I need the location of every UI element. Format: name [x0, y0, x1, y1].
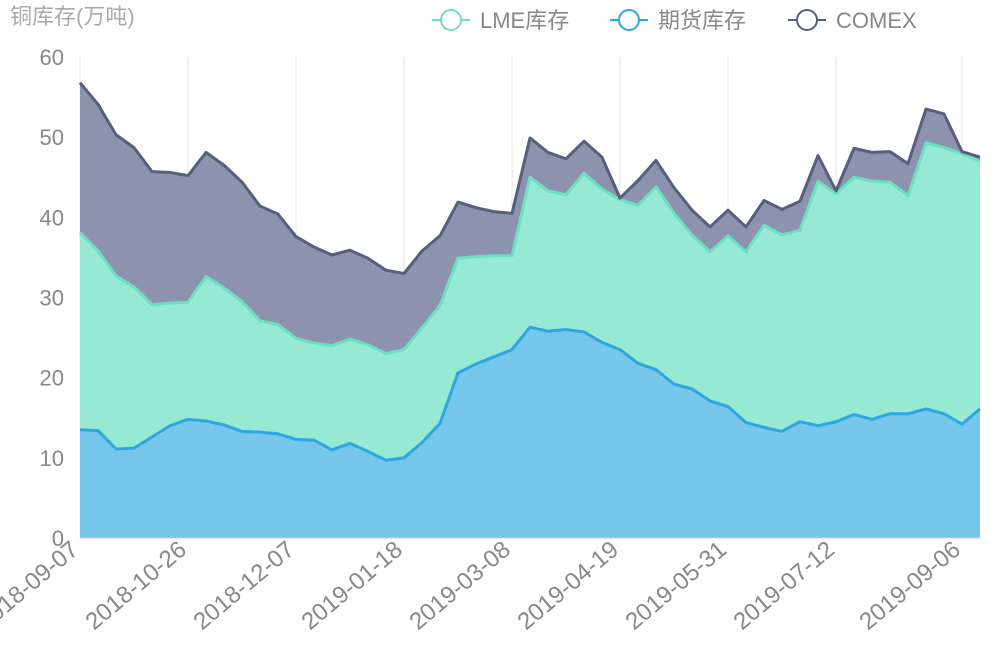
legend-marker-icon: [440, 9, 462, 31]
area-1: [80, 327, 980, 538]
x-tick-label: 2019-09-06: [854, 536, 965, 636]
y-tick-label: 40: [40, 205, 64, 230]
x-tick-label: 2019-01-18: [296, 536, 407, 636]
x-tick-label: 2018-10-26: [80, 536, 191, 636]
y-tick-label: 30: [40, 286, 64, 311]
x-tick-label: 2018-12-07: [188, 536, 299, 636]
legend-item[interactable]: COMEX: [788, 8, 917, 33]
x-tick-label: 2018-09-07: [0, 536, 84, 636]
y-tick-label: 0: [52, 526, 64, 551]
x-tick-label: 2019-04-19: [512, 536, 623, 636]
x-tick-label: 2019-07-12: [728, 536, 839, 636]
legend-marker-icon: [796, 9, 818, 31]
x-tick-label: 2019-03-08: [404, 536, 515, 636]
line-layer: [78, 81, 981, 462]
y-tick-label: 20: [40, 366, 64, 391]
y-tick-label: 50: [40, 125, 64, 150]
legend-label: COMEX: [836, 8, 917, 33]
area-layer: [80, 82, 980, 538]
legend[interactable]: LME库存 期货库存 COMEX: [432, 8, 917, 33]
legend-item[interactable]: 期货库存: [610, 8, 746, 33]
series-line-3: [78, 81, 981, 275]
legend-item[interactable]: LME库存: [432, 8, 569, 33]
series-line-1: [79, 325, 981, 462]
legend-marker-icon: [618, 9, 640, 31]
x-tick-label: 2019-05-31: [620, 536, 731, 636]
area-3: [80, 82, 980, 354]
y-tick-label: 60: [40, 45, 64, 70]
legend-label: LME库存: [480, 8, 569, 33]
y-tick-label: 10: [40, 446, 64, 471]
series-line-2: [78, 141, 981, 356]
y-axis-label: 铜库存(万吨): [10, 4, 135, 29]
legend-label: 期货库存: [658, 8, 746, 33]
area-2: [80, 142, 980, 461]
